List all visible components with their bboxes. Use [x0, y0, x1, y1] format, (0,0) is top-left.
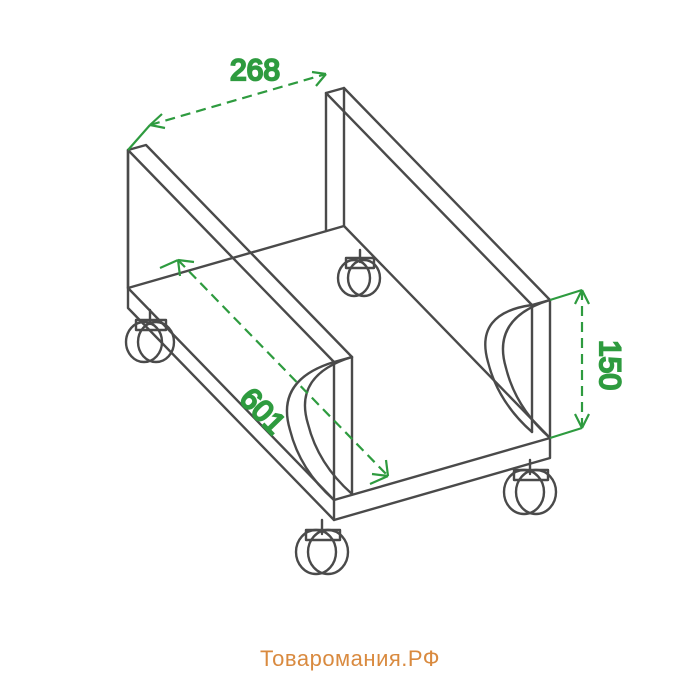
dim-depth: 601	[160, 260, 388, 484]
dim-height-label: 150	[593, 340, 626, 390]
product-outline	[126, 88, 556, 574]
dim-width: 268	[128, 54, 344, 150]
caster-group	[126, 250, 556, 574]
watermark-text: Товаромания.РФ	[0, 646, 700, 672]
diagram-container: 268 150 601 Товаромания.РФ	[0, 0, 700, 700]
diagram-svg: 268 150 601	[0, 0, 700, 700]
dim-width-label: 268	[230, 54, 280, 87]
dim-depth-label: 601	[233, 382, 292, 441]
dim-height: 150	[550, 290, 626, 438]
